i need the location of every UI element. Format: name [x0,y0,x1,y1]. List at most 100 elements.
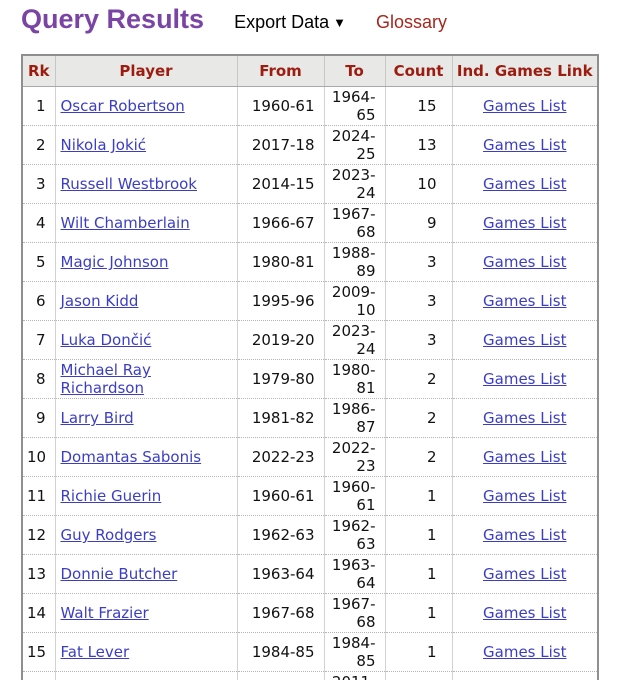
count-cell: 1 [385,515,453,555]
games-list-link[interactable]: Games List [483,370,567,388]
games-list-link[interactable]: Games List [483,136,567,154]
rank-cell: 11 [22,476,56,516]
games-list-link[interactable]: Games List [483,409,567,427]
to-cell: 2023-24 [324,320,386,360]
games-list-link[interactable]: Games List [483,565,567,583]
player-cell: Wilt Chamberlain [55,203,238,243]
player-cell: Fat Lever [55,632,238,672]
count-cell: 9 [385,203,453,243]
player-cell: Michael Ray Richardson [55,359,238,399]
export-data-label: Export Data [234,12,330,32]
count-cell: 1 [385,476,453,516]
games-list-cell: Games List [452,671,598,680]
player-link[interactable]: Fat Lever [60,643,130,661]
to-cell: 1962-63 [324,515,386,555]
column-header-ind-games-link[interactable]: Ind. Games Link [452,55,598,87]
count-cell: 1 [385,632,453,672]
column-header-count[interactable]: Count [385,55,453,87]
player-link[interactable]: Wilt Chamberlain [60,214,190,232]
player-cell: Magic Johnson [55,242,238,282]
chevron-down-icon: ▼ [333,15,346,30]
games-list-link[interactable]: Games List [483,253,567,271]
to-cell: 1964-65 [324,86,386,126]
player-link[interactable]: Richie Guerin [60,487,162,505]
from-cell: 1960-61 [237,476,325,516]
games-list-link[interactable]: Games List [483,97,567,115]
games-list-link[interactable]: Games List [483,643,567,661]
player-cell: Russell Westbrook [55,164,238,204]
games-list-link[interactable]: Games List [483,175,567,193]
games-list-cell: Games List [452,515,598,555]
player-link[interactable]: Domantas Sabonis [60,448,202,466]
games-list-cell: Games List [452,398,598,438]
export-data-dropdown[interactable]: Export Data ▼ [234,12,346,33]
count-cell: 10 [385,164,453,204]
player-link[interactable]: Luka Dončić [60,331,152,349]
player-link[interactable]: Nikola Jokić [60,136,147,154]
from-cell: 2011-12 [237,671,325,680]
rank-cell: 6 [22,281,56,321]
games-list-cell: Games List [452,320,598,360]
table-header: Rk Player From To Count Ind. Games Link [22,55,598,87]
games-list-cell: Games List [452,86,598,126]
player-link[interactable]: Donnie Butcher [60,565,178,583]
column-header-to[interactable]: To [324,55,386,87]
player-cell: Rajon Rondo [55,671,238,680]
rank-cell: 15 [22,632,56,672]
player-link[interactable]: Russell Westbrook [60,175,198,193]
to-cell: 1984-85 [324,632,386,672]
to-cell: 1967-68 [324,203,386,243]
from-cell: 1967-68 [237,593,325,633]
to-cell: 2024-25 [324,125,386,165]
table-row: 10 Domantas Sabonis 2022-23 2022-23 2 Ga… [22,437,598,477]
rank-cell: 12 [22,515,56,555]
games-list-cell: Games List [452,476,598,516]
table-row: 16 Rajon Rondo 2011-12 2011-12 1 Games L… [22,671,598,680]
to-cell: 1967-68 [324,593,386,633]
rank-cell: 1 [22,86,56,126]
column-header-player[interactable]: Player [55,55,238,87]
column-header-rk[interactable]: Rk [22,55,56,87]
games-list-link[interactable]: Games List [483,331,567,349]
from-cell: 1960-61 [237,86,325,126]
rank-cell: 5 [22,242,56,282]
from-cell: 1984-85 [237,632,325,672]
to-cell: 2023-24 [324,164,386,204]
count-cell: 2 [385,437,453,477]
rank-cell: 16 [22,671,56,680]
column-header-from[interactable]: From [237,55,325,87]
games-list-link[interactable]: Games List [483,604,567,622]
player-link[interactable]: Magic Johnson [60,253,169,271]
from-cell: 2022-23 [237,437,325,477]
table-row: 14 Walt Frazier 1967-68 1967-68 1 Games … [22,593,598,633]
player-link[interactable]: Walt Frazier [60,604,149,622]
games-list-link[interactable]: Games List [483,448,567,466]
count-cell: 2 [385,398,453,438]
games-list-cell: Games List [452,203,598,243]
count-cell: 3 [385,281,453,321]
from-cell: 1962-63 [237,515,325,555]
rank-cell: 14 [22,593,56,633]
player-link[interactable]: Jason Kidd [60,292,139,310]
games-list-cell: Games List [452,632,598,672]
player-cell: Richie Guerin [55,476,238,516]
to-cell: 2011-12 [324,671,386,680]
from-cell: 1981-82 [237,398,325,438]
count-cell: 13 [385,125,453,165]
player-link[interactable]: Oscar Robertson [60,97,185,115]
to-cell: 1980-81 [324,359,386,399]
player-link[interactable]: Larry Bird [60,409,134,427]
player-cell: Guy Rodgers [55,515,238,555]
player-link[interactable]: Michael Ray Richardson [60,361,151,397]
games-list-link[interactable]: Games List [483,487,567,505]
from-cell: 1979-80 [237,359,325,399]
games-list-link[interactable]: Games List [483,526,567,544]
glossary-link[interactable]: Glossary [376,12,448,32]
to-cell: 1963-64 [324,554,386,594]
rank-cell: 9 [22,398,56,438]
games-list-link[interactable]: Games List [483,214,567,232]
player-link[interactable]: Guy Rodgers [60,526,157,544]
to-cell: 2022-23 [324,437,386,477]
games-list-link[interactable]: Games List [483,292,567,310]
